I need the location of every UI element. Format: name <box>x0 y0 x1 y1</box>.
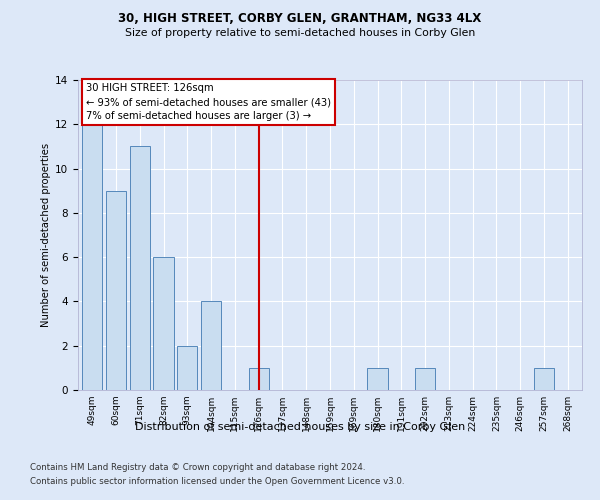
Bar <box>177 346 197 390</box>
Bar <box>534 368 554 390</box>
Text: Contains public sector information licensed under the Open Government Licence v3: Contains public sector information licen… <box>30 478 404 486</box>
Bar <box>415 368 435 390</box>
Bar <box>367 368 388 390</box>
Text: 30, HIGH STREET, CORBY GLEN, GRANTHAM, NG33 4LX: 30, HIGH STREET, CORBY GLEN, GRANTHAM, N… <box>118 12 482 26</box>
Bar <box>130 146 150 390</box>
Text: Size of property relative to semi-detached houses in Corby Glen: Size of property relative to semi-detach… <box>125 28 475 38</box>
Text: Distribution of semi-detached houses by size in Corby Glen: Distribution of semi-detached houses by … <box>135 422 465 432</box>
Bar <box>248 368 269 390</box>
Bar <box>82 124 103 390</box>
Bar <box>201 302 221 390</box>
Bar <box>154 257 173 390</box>
Text: 30 HIGH STREET: 126sqm
← 93% of semi-detached houses are smaller (43)
7% of semi: 30 HIGH STREET: 126sqm ← 93% of semi-det… <box>86 83 331 121</box>
Text: Contains HM Land Registry data © Crown copyright and database right 2024.: Contains HM Land Registry data © Crown c… <box>30 462 365 471</box>
Y-axis label: Number of semi-detached properties: Number of semi-detached properties <box>41 143 51 327</box>
Bar <box>106 190 126 390</box>
